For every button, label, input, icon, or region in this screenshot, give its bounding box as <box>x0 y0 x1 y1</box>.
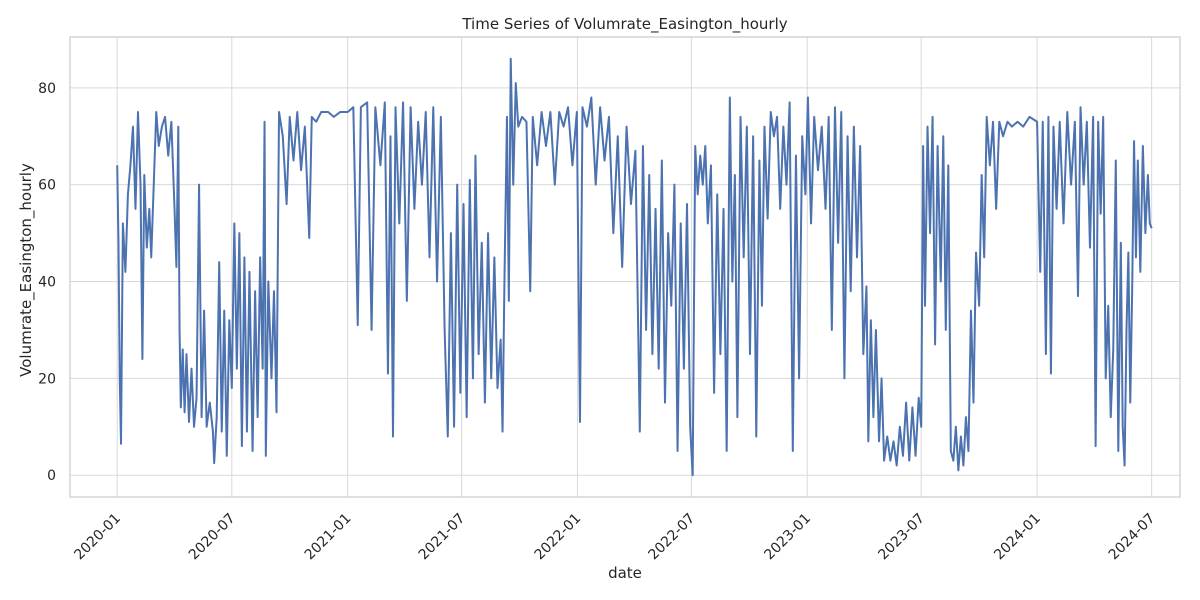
chart-title: Time Series of Volumrate_Easington_hourl… <box>461 15 787 34</box>
series-layer <box>116 57 1153 477</box>
y-axis-label: Volumrate_Easington_hourly <box>17 163 36 377</box>
y-tick-label: 20 <box>38 371 56 387</box>
series-line <box>116 57 1153 477</box>
y-tick-label: 40 <box>38 275 56 291</box>
y-tick-label: 60 <box>38 178 56 194</box>
y-tick-label: 0 <box>47 468 56 484</box>
y-tick-label: 80 <box>38 81 56 97</box>
plot-frame <box>69 36 1181 498</box>
x-axis-label: date <box>608 564 642 582</box>
